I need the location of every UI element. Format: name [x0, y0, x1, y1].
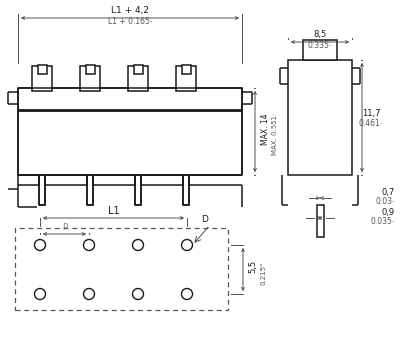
Bar — [32, 66, 52, 91]
Bar — [176, 66, 196, 91]
Bar — [80, 66, 100, 91]
Bar — [134, 65, 143, 74]
Text: 0.335⋅: 0.335⋅ — [308, 41, 332, 50]
Text: 5,5: 5,5 — [248, 260, 258, 273]
Text: 0.035⋅: 0.035⋅ — [371, 218, 395, 227]
Circle shape — [84, 239, 94, 251]
Text: P: P — [62, 224, 67, 233]
Text: L1 + 0.165⋅: L1 + 0.165⋅ — [108, 18, 152, 27]
Bar — [303, 40, 337, 60]
Text: D: D — [202, 215, 208, 224]
Text: 11,7: 11,7 — [362, 109, 380, 118]
Text: 0.03⋅: 0.03⋅ — [376, 197, 395, 206]
Text: 0.215": 0.215" — [260, 262, 266, 285]
Circle shape — [34, 239, 46, 251]
Bar — [38, 65, 47, 74]
Text: 0,7: 0,7 — [382, 188, 395, 197]
Bar — [288, 60, 352, 175]
Text: 0,9: 0,9 — [382, 209, 395, 218]
Bar — [87, 175, 93, 205]
Circle shape — [182, 239, 192, 251]
Text: L1 + 4,2: L1 + 4,2 — [111, 6, 149, 15]
Text: L1: L1 — [108, 206, 119, 216]
Bar — [317, 205, 324, 237]
Bar — [18, 88, 242, 175]
Circle shape — [132, 289, 144, 299]
Circle shape — [34, 289, 46, 299]
Bar — [182, 65, 191, 74]
Circle shape — [182, 289, 192, 299]
Text: MAX. 0.551⋅: MAX. 0.551⋅ — [272, 112, 278, 155]
Bar — [15, 228, 228, 310]
Circle shape — [84, 289, 94, 299]
Text: 8,5: 8,5 — [313, 31, 327, 39]
Bar — [183, 175, 189, 205]
Bar — [135, 175, 141, 205]
Bar — [86, 65, 95, 74]
Text: 0.461⋅: 0.461⋅ — [359, 119, 383, 128]
Bar — [39, 175, 45, 205]
Text: MAX. 14: MAX. 14 — [260, 114, 270, 145]
Bar — [128, 66, 148, 91]
Circle shape — [132, 239, 144, 251]
